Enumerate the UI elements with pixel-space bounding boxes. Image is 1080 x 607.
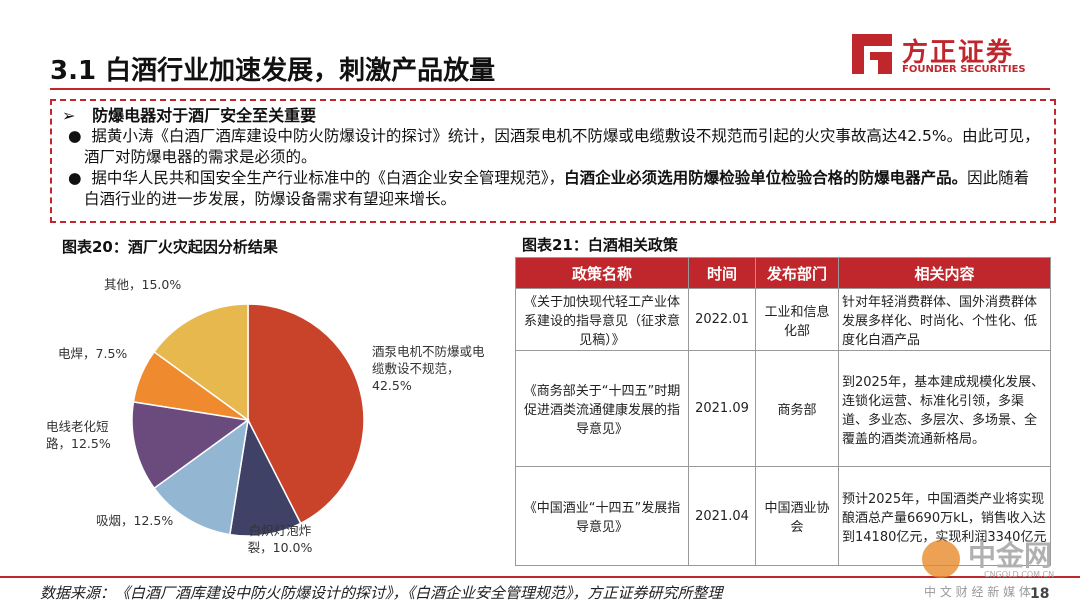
bullet-bold: 白酒企业必须选用防爆检验单位检验合格的防爆电器产品。	[564, 169, 968, 187]
source-note: 数据来源：《白酒厂酒库建设中防火防爆设计的探讨》，《白酒企业安全管理规范》，方正…	[40, 584, 723, 602]
pie-slice	[228, 417, 302, 537]
bullet-text: 据黄小涛《白酒厂酒库建设中防火防爆设计的探讨》统计，因酒泵电机不防爆或电缆敷设不…	[84, 127, 1040, 166]
watermark-url: CNGOLD.COM.CN	[984, 570, 1055, 579]
slice-label: 其他，15.0%	[104, 276, 214, 293]
category-label: 白炽灯泡炸裂，	[247, 523, 312, 555]
watermark-sub: 中 文 财 经 新 媒 体	[924, 585, 1031, 599]
slice-label: 电线老化短路，12.5%	[46, 418, 124, 452]
footer-rule	[0, 576, 1080, 578]
logo-sub: FOUNDER SECURITIES	[902, 64, 1026, 75]
category-label: 吸烟，	[96, 513, 134, 528]
value-label: 10.0%	[272, 540, 313, 555]
table-cell: 针对年轻消费群体、国外消费群体发展多样化、时尚化、个性化、低度化白酒产品	[838, 288, 1051, 351]
policy-table: 政策名称 时间 发布部门 相关内容 《关于加快现代轻工产业体系建设的指导意见（征求意见稿…	[515, 257, 1051, 566]
box-heading: ➢ 防爆电器对于酒厂安全至关重要	[62, 106, 317, 125]
value-label: 15.0%	[141, 277, 182, 292]
highlight-box: ➢ 防爆电器对于酒厂安全至关重要 ● 据黄小涛《白酒厂酒库建设中防火防爆设计的探…	[50, 99, 1056, 223]
column-header: 相关内容	[838, 257, 1051, 289]
bullet: ● 据黄小涛《白酒厂酒库建设中防火防爆设计的探讨》统计，因酒泵电机不防爆或电缆敷…	[68, 127, 1040, 166]
category-label: 电焊，	[58, 346, 96, 361]
table-cell: 工业和信息化部	[755, 288, 839, 351]
bullet: ● 据中华人民共和国安全生产行业标准中的《白酒企业安全管理规范》，白酒企业必须选…	[68, 169, 1030, 208]
slide-title: 3.1 白酒行业加速发展，刺激产品放量	[50, 56, 496, 86]
slice-label: 吸烟，12.5%	[96, 512, 206, 529]
slice-label: 电焊，7.5%	[58, 345, 168, 362]
table-cell: 到2025年，基本建成规模化发展、连锁化运营、标准化引领，多渠道、多业态、多层次…	[838, 350, 1051, 467]
column-header: 政策名称	[515, 257, 689, 289]
table-cell: 中国酒业协会	[755, 466, 839, 566]
value-label: 12.5%	[71, 436, 111, 451]
title-rule	[50, 88, 1050, 90]
table-cell: 商务部	[755, 350, 839, 467]
column-header: 时间	[688, 257, 756, 289]
pie-slice	[247, 303, 365, 525]
pie-slice	[131, 400, 250, 490]
value-label: 7.5%	[95, 346, 128, 361]
pie-slice	[153, 303, 249, 422]
table-row: 《关于加快现代轻工产业体系建设的指导意见（征求意见稿）》 2022.01 工业和信息…	[515, 288, 1051, 351]
slice-label: 白炽灯泡炸裂，10.0%	[240, 522, 320, 556]
chart-title: 图表20：酒厂火灾起因分析结果	[62, 238, 278, 256]
heading-text: 防爆电器对于酒厂安全至关重要	[92, 106, 317, 125]
category-label: 其他，	[104, 277, 142, 292]
column-header: 发布部门	[755, 257, 839, 289]
category-label: 电线老化短路，	[46, 419, 109, 451]
logo-icon	[852, 34, 892, 74]
table-cell: 2021.09	[688, 350, 756, 467]
bullet-text: 因此随着白酒行业的进一步发展，防爆设备需求有望迎来增长。	[84, 169, 1030, 208]
value-label: 12.5%	[133, 513, 174, 528]
table-cell: 2021.04	[688, 466, 756, 566]
category-label: 酒泵电机不防爆或电缆敷设不规范，	[372, 344, 485, 376]
bullet-text: 据中华人民共和国安全生产行业标准中的《白酒企业安全管理规范》，	[91, 169, 565, 187]
page-number: 18	[1030, 586, 1050, 602]
value-label: 42.5%	[372, 378, 412, 393]
table-cell: 2022.01	[688, 288, 756, 351]
table-row: 《商务部关于“十四五”时期促进酒类流通健康发展的指导意见》 2021.09 商务部到…	[515, 350, 1051, 467]
table-cell: 《关于加快现代轻工产业体系建设的指导意见（征求意见稿）》	[515, 288, 689, 351]
table-title: 图表21：白酒相关政策	[522, 236, 678, 254]
logo-name: 方正证券	[902, 38, 1015, 68]
table-cell: 《商务部关于“十四五”时期促进酒类流通健康发展的指导意见》	[515, 350, 689, 467]
watermark: 中金网	[968, 539, 1053, 572]
pie-chart	[131, 303, 365, 537]
slice-label: 酒泵电机不防爆或电缆敷设不规范， 42.5%	[372, 343, 488, 394]
table-cell: 《中国酒业“十四五”发展指导意见》	[515, 466, 689, 566]
pie-slice	[153, 418, 250, 536]
watermark-icon	[922, 540, 960, 578]
